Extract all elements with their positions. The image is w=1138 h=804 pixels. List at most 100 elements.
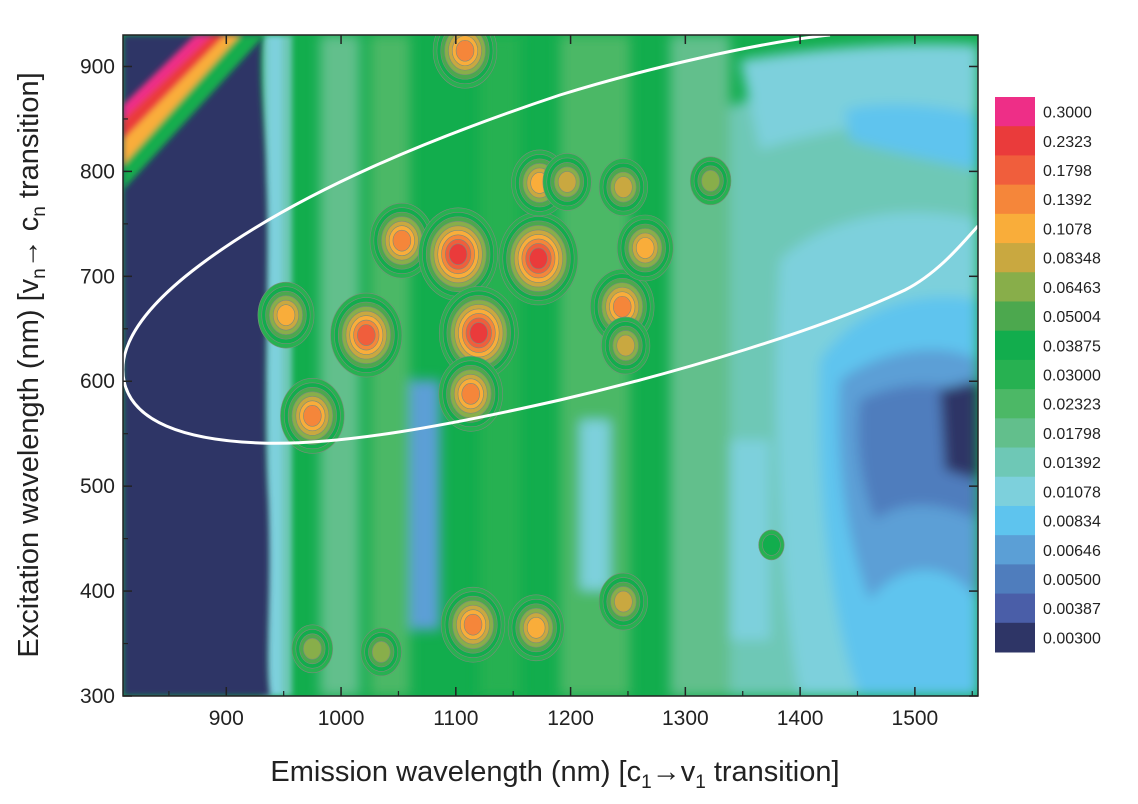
peaks-layer [257, 35, 785, 677]
peak [418, 207, 498, 302]
colorbar-swatch [995, 593, 1035, 624]
y-tick-label: 300 [80, 685, 115, 708]
colorbar-swatch [995, 389, 1035, 419]
peak-contour [616, 334, 635, 357]
colorbar-swatch [995, 330, 1035, 361]
colorbar-label: 0.1078 [1043, 221, 1092, 238]
colorbar-label: 0.00834 [1043, 514, 1101, 531]
y-tick-label: 900 [80, 55, 115, 78]
colorbar-label: 0.00646 [1043, 543, 1101, 560]
peak [440, 586, 506, 663]
peak-contour [371, 641, 391, 663]
x-tick-label: 900 [209, 707, 244, 730]
peak-contour [357, 324, 376, 346]
colorbar-swatch [995, 243, 1035, 273]
peak-contour [635, 237, 655, 259]
peak-contour [455, 39, 475, 62]
peak-contour [392, 229, 412, 252]
scatter-band [123, 35, 265, 190]
colorbar-label: 0.03875 [1043, 338, 1101, 355]
peak-contour [463, 613, 483, 636]
colorbar-swatch [995, 97, 1035, 127]
colorbar-swatch [995, 213, 1035, 244]
peak [507, 594, 565, 662]
colorbar-swatch [995, 622, 1035, 653]
peak-contour [303, 637, 322, 660]
y-axis-title-sub2: n [29, 206, 50, 217]
contour-plot-area [123, 35, 978, 696]
colorbar-label: 0.1392 [1043, 192, 1092, 209]
colorbar-swatch [995, 359, 1035, 390]
plot-frame [122, 34, 979, 697]
peak [438, 356, 503, 432]
peak-contour [461, 383, 480, 405]
x-axis-title-sub1: 1 [641, 772, 652, 793]
peak-contour [614, 176, 633, 198]
y-axis-title-arrow: → c [13, 217, 45, 269]
peak-contour [469, 322, 488, 344]
x-axis-title: Emission wavelength (nm) [c1→v1 transiti… [270, 756, 839, 793]
colorbar-label: 0.05004 [1043, 309, 1101, 326]
colorbar-swatch [995, 564, 1035, 595]
peak [616, 214, 674, 282]
y-axis-title-prefix: Excitation wavelength (nm) [v [13, 278, 45, 657]
colorbar-swatch [995, 476, 1035, 507]
colorbar-swatch [995, 505, 1035, 536]
colorbar-label: 0.00300 [1043, 630, 1101, 647]
peak-contour [557, 171, 577, 193]
x-axis-title-arrow: →v [652, 756, 696, 788]
peak [432, 35, 498, 89]
colorbar-label: 0.01798 [1043, 426, 1101, 443]
peak [291, 624, 334, 674]
guide-ellipse [123, 35, 978, 445]
peak [280, 378, 345, 454]
peak [758, 529, 785, 561]
peak [360, 627, 402, 677]
colorbar-label: 0.01392 [1043, 455, 1101, 472]
peak [598, 158, 648, 216]
colorbar-label: 0.00387 [1043, 601, 1101, 618]
colorbar-legend: 0.3000 0.2323 0.1798 0.1392 0.1078 0.08348 0.0… [995, 97, 1101, 653]
colorbar-label: 0.06463 [1043, 280, 1101, 297]
peak [542, 153, 592, 211]
low-signal-region [123, 35, 270, 696]
peak-contour [614, 590, 633, 613]
x-axis-title-suffix: transition] [706, 756, 840, 788]
x-tick-label: 1300 [662, 707, 709, 730]
peak [498, 211, 579, 306]
y-axis-title: Excitation wavelength (nm) [vn→ cn trans… [13, 72, 50, 657]
colorbar-label: 0.08348 [1043, 251, 1101, 268]
contour-regions [320, 35, 978, 696]
y-tick-label: 700 [80, 265, 115, 288]
x-axis-title-prefix: Emission wavelength (nm) [c [270, 756, 641, 788]
y-tick-label: 800 [80, 160, 115, 183]
x-axis-title-sub2: 1 [695, 772, 706, 793]
peak-contour [701, 170, 720, 192]
y-axis: 300 400 500 600 700 800 900 [80, 55, 978, 708]
peak-contour [448, 243, 468, 266]
colorbar-label: 0.3000 [1043, 105, 1092, 122]
colorbar-label: 0.01078 [1043, 484, 1101, 501]
peak-contour [303, 405, 322, 427]
peak [598, 572, 648, 631]
x-tick-label: 1400 [777, 707, 824, 730]
y-tick-label: 400 [80, 580, 115, 603]
peak [438, 286, 519, 380]
colorbar-swatch [995, 535, 1035, 565]
colorbar-swatch [995, 418, 1035, 449]
y-axis-title-suffix: transition] [13, 72, 45, 206]
colorbar-swatch [995, 272, 1035, 302]
peak [330, 292, 403, 378]
colorbar-swatch [995, 447, 1035, 478]
colorbar-label: 0.00500 [1043, 572, 1101, 589]
peak [601, 316, 651, 375]
colorbar-label: 0.02323 [1043, 397, 1101, 414]
peak [369, 202, 435, 279]
colorbar-label: 0.03000 [1043, 368, 1101, 385]
colorbar-swatch [995, 184, 1035, 215]
peak-contour [762, 534, 781, 556]
peak-contour [529, 247, 548, 270]
y-axis-title-sub1: n [29, 268, 50, 279]
x-tick-label: 1000 [318, 707, 365, 730]
